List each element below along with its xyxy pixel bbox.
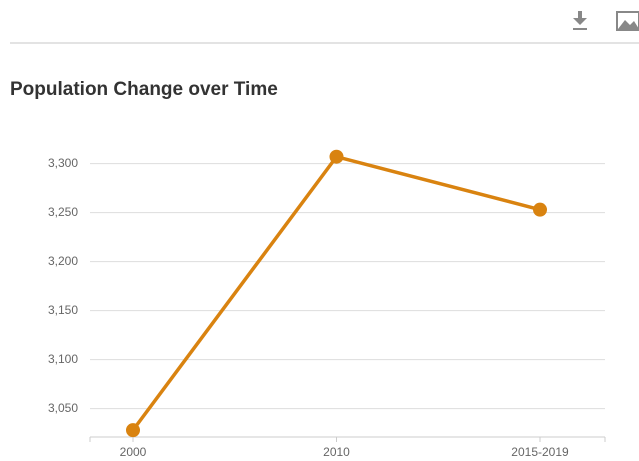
x-tick-label: 2010	[323, 445, 350, 459]
y-tick-label: 3,100	[48, 352, 78, 366]
y-tick-label: 3,200	[48, 254, 78, 268]
y-tick-label: 3,150	[48, 303, 78, 317]
y-tick-label: 3,250	[48, 205, 78, 219]
chart-title: Population Change over Time	[10, 79, 278, 100]
download-arrow[interactable]	[573, 18, 587, 25]
plot: 3,050 3,100 3,150 3,200 3,250 3,300 2000 2010 20…	[48, 149, 606, 459]
line	[131, 154, 541, 432]
image-mountain[interactable]	[618, 20, 639, 29]
x-tick-label: 2000	[120, 445, 147, 459]
image-frame[interactable]	[616, 11, 639, 31]
download-icon[interactable]	[573, 11, 587, 30]
download-stem[interactable]	[578, 11, 582, 20]
y-tick-label: 3,300	[48, 156, 78, 170]
x-tick-label: 2015-2019	[511, 445, 569, 459]
image-icon[interactable]	[616, 11, 639, 31]
point	[126, 423, 140, 438]
point	[329, 149, 344, 164]
point	[533, 202, 547, 217]
y-tick-label: 3,050	[48, 401, 78, 415]
download-base[interactable]	[573, 28, 587, 30]
